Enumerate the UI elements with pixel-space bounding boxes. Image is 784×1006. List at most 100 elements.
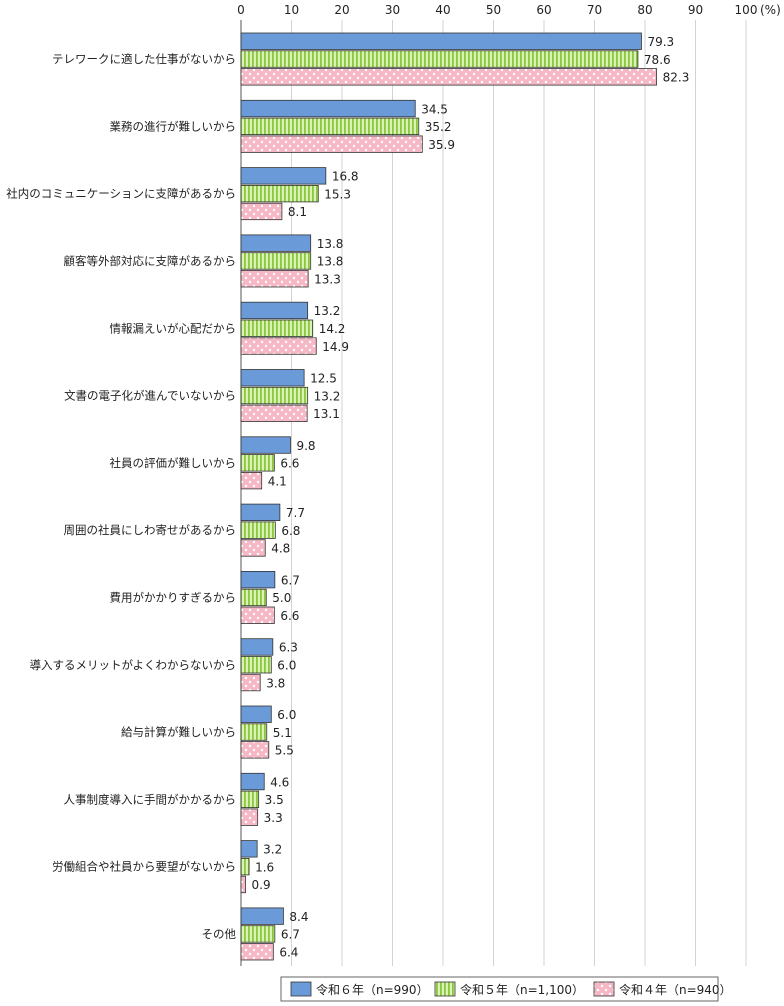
data-label: 13.2 — [314, 389, 341, 403]
category-labels: テレワークに適した仕事がないから業務の進行が難しいから社内のコミュニケーションに… — [6, 52, 236, 941]
category-label: 導入するメリットがよくわからないから — [30, 658, 236, 672]
bar — [240, 117, 420, 135]
data-label: 14.9 — [322, 340, 349, 354]
data-label: 6.6 — [280, 457, 299, 471]
data-label: 6.0 — [277, 659, 296, 673]
data-label: 6.3 — [279, 641, 298, 655]
bar — [240, 723, 268, 741]
x-tick-label: 20 — [334, 3, 349, 17]
data-label: 3.2 — [263, 843, 282, 857]
bar — [240, 135, 423, 153]
data-label: 4.8 — [271, 542, 290, 556]
bar — [240, 234, 312, 252]
data-label: 6.8 — [281, 524, 300, 538]
bar — [240, 68, 658, 86]
bar — [240, 503, 281, 522]
legend-label: 令和５年（n=1,100） — [460, 982, 584, 997]
legend-box — [280, 976, 719, 1002]
category-label: 人事制度導入に手間がかかるから — [64, 792, 237, 806]
data-label: 5.1 — [273, 726, 292, 740]
data-label: 13.3 — [314, 273, 341, 287]
legend-swatch — [290, 981, 312, 997]
bar — [240, 369, 305, 387]
data-label: 82.3 — [663, 71, 690, 85]
bar — [240, 270, 309, 288]
data-label: 3.8 — [266, 676, 285, 690]
legend-swatch — [434, 981, 456, 997]
bar — [240, 436, 291, 454]
data-label: 6.4 — [279, 946, 298, 960]
data-label: 13.1 — [313, 407, 340, 421]
x-axis-ticks: 0 10 20 30 40 50 60 70 80 90 100 — [237, 3, 757, 17]
bar — [240, 588, 267, 607]
data-label: 12.5 — [310, 372, 337, 386]
data-label: 6.6 — [280, 609, 299, 623]
bar — [240, 50, 639, 68]
data-label: 14.2 — [319, 322, 346, 336]
bar — [240, 167, 327, 185]
category-label: 情報漏えいが心配だから — [110, 321, 237, 335]
bar — [240, 705, 272, 723]
x-tick-label: 70 — [587, 3, 602, 17]
bars — [240, 32, 658, 961]
category-label: 顧客等外部対応に支障があるから — [64, 254, 237, 268]
x-tick-label: 10 — [284, 3, 299, 17]
data-label: 6.0 — [277, 708, 296, 722]
bar — [240, 454, 275, 472]
category-label: 文書の電子化が進んでいないから — [64, 389, 236, 403]
category-label: 労働組合や社員から要望がないから — [52, 860, 236, 874]
data-label: 8.4 — [289, 910, 308, 924]
data-label: 5.5 — [275, 744, 294, 758]
data-label: 5.0 — [272, 591, 291, 605]
legend-swatch — [593, 981, 615, 997]
bar — [240, 840, 258, 858]
x-tick-label: 100 — [735, 3, 758, 17]
bar — [240, 772, 265, 791]
bar — [240, 571, 276, 589]
category-label: その他 — [202, 927, 237, 941]
data-label: 15.3 — [324, 187, 351, 201]
bar — [240, 875, 246, 894]
x-tick-label: 0 — [237, 3, 245, 17]
data-label: 6.7 — [281, 573, 300, 587]
x-tick-label: 30 — [385, 3, 400, 17]
data-label: 9.8 — [296, 439, 315, 453]
data-label: 3.5 — [265, 793, 284, 807]
category-label: 業務の進行が難しいから — [110, 119, 237, 133]
bar — [240, 539, 266, 557]
bar — [240, 606, 275, 624]
data-label: 4.1 — [268, 474, 287, 488]
category-label: 給与計算が難しいから — [121, 725, 236, 739]
data-label: 6.7 — [281, 928, 300, 942]
x-tick-label: 40 — [435, 3, 450, 17]
data-label: 13.2 — [314, 304, 341, 318]
category-label: 社内のコミュニケーションに支障があるから — [6, 187, 236, 201]
data-label: 1.6 — [255, 860, 274, 874]
data-label: 35.2 — [425, 120, 452, 134]
bar — [240, 790, 260, 808]
data-label: 4.6 — [270, 775, 289, 789]
category-label: 費用がかかりすぎるから — [110, 590, 237, 604]
bar — [240, 99, 416, 118]
category-label: テレワークに適した仕事がないから — [52, 52, 236, 66]
data-label: 7.7 — [286, 506, 305, 520]
bar — [240, 907, 284, 925]
data-label: 8.1 — [288, 205, 307, 219]
bar — [240, 32, 642, 50]
x-tick-label: 90 — [688, 3, 703, 17]
legend: 令和６年（n=990） 令和５年（n=1,100） 令和４年（n=940） — [280, 976, 732, 1002]
unit-label: (%) — [760, 3, 781, 17]
grid-lines — [240, 20, 747, 966]
bar — [240, 521, 276, 539]
bar — [240, 301, 309, 320]
legend-label: 令和４年（n=940） — [619, 982, 732, 997]
bar — [240, 808, 259, 826]
bar — [240, 638, 274, 656]
data-label: 35.9 — [428, 138, 455, 152]
data-label: 13.8 — [317, 255, 344, 269]
bar — [240, 319, 314, 337]
bar — [240, 252, 312, 270]
category-label: 社員の評価が難しいから — [110, 456, 237, 470]
data-label: 79.3 — [647, 35, 674, 49]
